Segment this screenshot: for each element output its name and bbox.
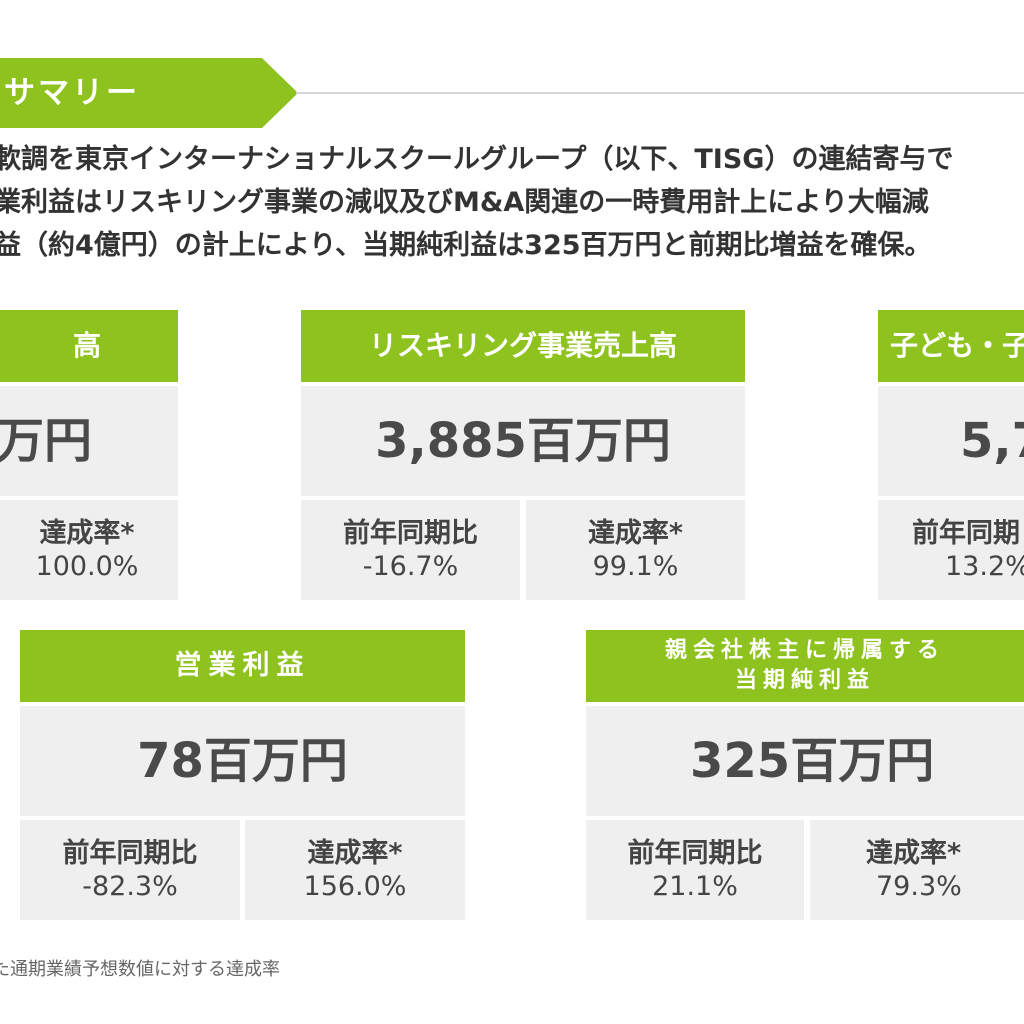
metric-value: 13.2%: [945, 551, 1024, 582]
children-card-title: 子ども・子: [878, 310, 1024, 382]
net-profit-yoy-metric: 前年同期比 21.1%: [586, 820, 804, 920]
children-card-value: 5,7: [878, 386, 1024, 496]
children-card: 子ども・子 5,7 前年同期 13.2%: [878, 310, 1024, 600]
summary-line: 業利益はリスキリング事業の減収及びM&A関連の一時費用計上により大幅減: [0, 187, 929, 218]
metric-value: -16.7%: [362, 551, 459, 582]
operating-profit-card-value: 78百万円: [20, 706, 465, 816]
summary-line: 軟調を東京インターナショナルスクールグループ（以下、TISG）の連結寄与で: [0, 144, 954, 175]
net-profit-achievement-metric: 達成率* 79.3%: [810, 820, 1024, 920]
metric-value: 99.1%: [592, 551, 679, 582]
operating-profit-yoy-metric: 前年同期比 -82.3%: [20, 820, 240, 920]
reskilling-card-title: リスキリング事業売上高: [301, 310, 745, 382]
net-profit-card-value: 325百万円: [586, 706, 1024, 816]
operating-profit-card-title: 営業利益: [20, 630, 465, 702]
net-profit-title-line1: 親会社株主に帰属する: [664, 638, 945, 663]
metric-label: 前年同期比: [343, 518, 478, 549]
net-profit-title-line2: 当期純利益: [734, 668, 875, 693]
reskilling-yoy-metric: 前年同期比 -16.7%: [301, 500, 520, 600]
section-divider: [296, 92, 1024, 94]
metric-label: 達成率*: [39, 518, 135, 549]
metric-label: 達成率*: [307, 838, 403, 869]
metric-value: 79.3%: [876, 871, 962, 902]
sales-total-card-value: 万円: [0, 386, 178, 496]
metric-value: 100.0%: [35, 551, 139, 582]
net-profit-card-title: 親会社株主に帰属する 当期純利益: [586, 630, 1024, 702]
reskilling-sales-card: リスキリング事業売上高 3,885百万円 前年同期比 -16.7% 達成率* 9…: [301, 310, 745, 600]
sales-total-card-title: 高: [0, 310, 178, 382]
metric-label: 達成率*: [866, 838, 962, 869]
metric-value: 21.1%: [652, 871, 738, 902]
operating-profit-achievement-metric: 達成率* 156.0%: [245, 820, 465, 920]
net-profit-card: 親会社株主に帰属する 当期純利益 325百万円 前年同期比 21.1% 達成率*…: [586, 630, 1024, 920]
reskilling-achievement-metric: 達成率* 99.1%: [526, 500, 745, 600]
summary-line: 益（約4億円）の計上により、当期純利益は325百万円と前期比増益を確保。: [0, 230, 932, 261]
children-yoy-metric: 前年同期 13.2%: [878, 500, 1024, 600]
metric-label: 前年同期比: [62, 838, 198, 869]
summary-text: 軟調を東京インターナショナルスクールグループ（以下、TISG）の連結寄与で 業利…: [0, 138, 1024, 268]
metric-label: 前年同期比: [627, 838, 763, 869]
metric-value: 156.0%: [303, 871, 407, 902]
section-title: サマリー: [4, 75, 140, 111]
metric-value: -82.3%: [82, 871, 178, 902]
operating-profit-card: 営業利益 78百万円 前年同期比 -82.3% 達成率* 156.0%: [20, 630, 465, 920]
metric-label: 前年同期: [912, 518, 1020, 549]
metric-label: 達成率*: [587, 518, 684, 549]
sales-total-card: 高 万円 達成率* 100.0%: [0, 310, 178, 600]
reskilling-card-value: 3,885百万円: [301, 386, 745, 496]
sales-total-achievement-metric: 達成率* 100.0%: [0, 500, 178, 600]
footnote: た通期業績予想数値に対する達成率: [0, 959, 280, 980]
summary-section-header: サマリー: [0, 58, 298, 128]
